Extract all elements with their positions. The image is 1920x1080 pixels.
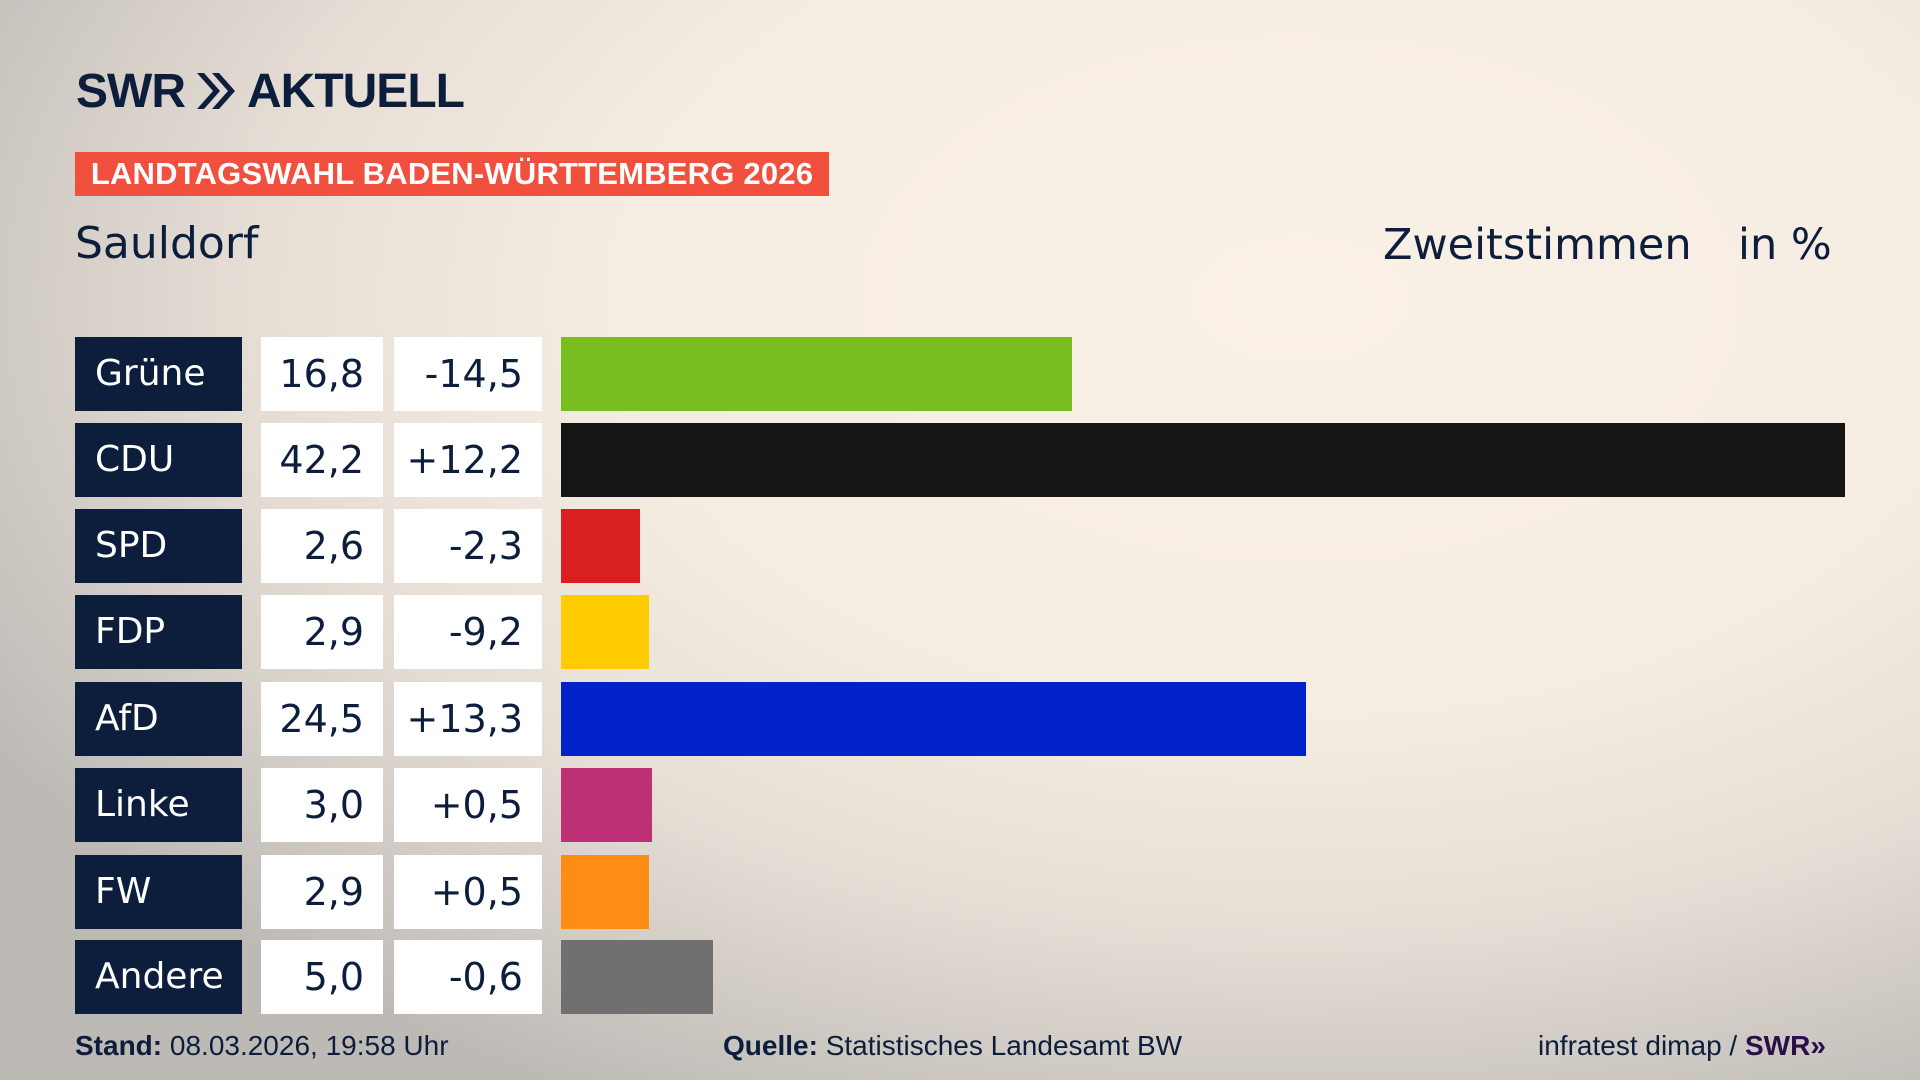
logo-swr: SWR — [76, 64, 186, 118]
source-value: Statistisches Landesamt BW — [825, 1030, 1183, 1061]
credit-text: infratest dimap / — [1538, 1030, 1738, 1061]
vote-change: -2,3 — [394, 509, 542, 583]
credit-swr-logo: SWR — [1744, 1030, 1811, 1061]
vote-share: 2,9 — [261, 855, 383, 929]
party-label: Andere — [75, 940, 242, 1014]
party-label: FW — [75, 855, 242, 929]
result-row: Grüne 16,8 -14,5 — [75, 337, 1855, 411]
party-label: CDU — [75, 423, 242, 497]
election-banner: LANDTAGSWAHL BADEN-WÜRTTEMBERG 2026 — [75, 152, 829, 196]
credit-chevrons-icon: » — [1810, 1030, 1826, 1061]
vote-change: +0,5 — [394, 768, 542, 842]
result-row: Andere 5,0 -0,6 — [75, 940, 1855, 1014]
bar-linke — [561, 768, 653, 842]
result-row: CDU 42,2 +12,2 — [75, 423, 1855, 497]
vote-change: -0,6 — [394, 940, 542, 1014]
result-row: AfD 24,5 +13,3 — [75, 682, 1855, 756]
bar-cdu — [561, 423, 1845, 497]
unit-label: in % — [1738, 220, 1832, 270]
chevrons-icon — [196, 73, 235, 109]
bar-andere — [561, 940, 714, 1014]
result-row: SPD 2,6 -2,3 — [75, 509, 1855, 583]
vote-share: 42,2 — [261, 423, 383, 497]
place-name: Sauldorf — [75, 218, 259, 269]
result-row: FDP 2,9 -9,2 — [75, 595, 1855, 669]
party-label: FDP — [75, 595, 242, 669]
vote-share: 5,0 — [261, 940, 383, 1014]
vote-change: +12,2 — [394, 423, 542, 497]
vote-change: +13,3 — [394, 682, 542, 756]
party-label: AfD — [75, 682, 242, 756]
timestamp: Stand: 08.03.2026, 19:58 Uhr — [75, 1030, 449, 1062]
bar-fdp — [561, 595, 650, 669]
bar-fw — [561, 855, 650, 929]
source-label: Quelle: — [723, 1030, 818, 1061]
vote-share: 3,0 — [261, 768, 383, 842]
stand-label: Stand: — [75, 1030, 163, 1061]
vote-change: -14,5 — [394, 337, 542, 411]
result-row: Linke 3,0 +0,5 — [75, 768, 1855, 842]
bar-grüne — [561, 337, 1073, 411]
swr-aktuell-logo: SWR AKTUELL — [76, 64, 465, 118]
bar-spd — [561, 509, 641, 583]
party-label: Grüne — [75, 337, 242, 411]
source: Quelle: Statistisches Landesamt BW — [723, 1030, 1182, 1062]
party-label: SPD — [75, 509, 242, 583]
vote-share: 2,9 — [261, 595, 383, 669]
credit: infratest dimap / SWR» — [1538, 1030, 1826, 1062]
measure-label: Zweitstimmen — [1383, 220, 1692, 270]
bar-afd — [561, 682, 1307, 756]
vote-share: 16,8 — [261, 337, 383, 411]
vote-change: +0,5 — [394, 855, 542, 929]
party-label: Linke — [75, 768, 242, 842]
stand-value: 08.03.2026, 19:58 Uhr — [169, 1030, 449, 1061]
logo-aktuell: AKTUELL — [246, 64, 465, 118]
vote-share: 24,5 — [261, 682, 383, 756]
result-row: FW 2,9 +0,5 — [75, 855, 1855, 929]
vote-share: 2,6 — [261, 509, 383, 583]
vote-change: -9,2 — [394, 595, 542, 669]
